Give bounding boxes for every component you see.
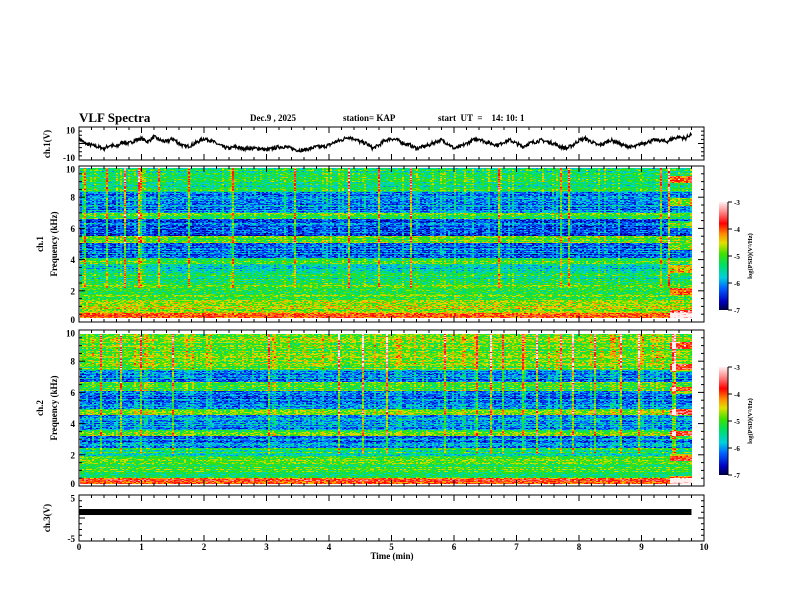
ch2-spec-ytick-label: 10: [66, 329, 76, 339]
colorbar-tick-label: -4: [734, 391, 740, 399]
colorbar-tick-label: -5: [734, 253, 740, 261]
ch3-waveform-frame: [78, 494, 705, 542]
station-label: station= KAP: [343, 113, 396, 123]
x-tick-label: 9: [639, 542, 644, 552]
x-tick-label: 0: [77, 542, 82, 552]
ch2-spec-ylabel: Frequency (kHz): [49, 375, 59, 440]
ch1-spec-ylabel: Frequency (kHz): [49, 211, 59, 276]
ch1-spec-ytick-label: 10: [66, 165, 76, 175]
colorbar-tick-label: -6: [734, 280, 740, 288]
chart-title: VLF Spectra: [79, 110, 151, 125]
ch1-waveform-line: [78, 131, 693, 153]
ch2-spec-ytick-label: 8: [71, 357, 76, 367]
ch1-colorbar-label: log(PSD)(V²/Hz): [747, 233, 754, 279]
ch2-spectrogram-image: [80, 334, 692, 484]
ch1-spectrogram-frame: [78, 165, 705, 323]
ch3-ytick-label: -5: [68, 534, 76, 544]
x-tick-label: 6: [452, 542, 457, 552]
x-tick-label: 8: [577, 542, 582, 552]
x-axis-label: Time (min): [370, 551, 413, 561]
colorbar-tick-label: -6: [734, 445, 740, 453]
ch1-spec-ytick-label: 2: [71, 286, 76, 296]
ch3-ylabel: ch.3(V): [42, 504, 52, 532]
colorbar-tick-label: -5: [734, 418, 740, 426]
x-tick-label: 3: [264, 542, 269, 552]
ch1-spec-ytick-label: 0: [71, 315, 76, 325]
colorbar-tick-label: -3: [734, 364, 740, 372]
colorbar-ticks: -3 -4 -5 -6 -7 -3 -4 -5 -6 -7: [727, 199, 740, 480]
ch2-colorbar-label: log(PSD)(V²/Hz): [747, 398, 754, 444]
ch1-colorbar: [719, 202, 728, 310]
ch2-spec-ytick-label: 6: [71, 388, 76, 398]
colorbar-tick-label: -3: [734, 199, 740, 207]
ch1-ylabel: ch.1(V): [42, 130, 52, 158]
x-tick-label: 10: [700, 542, 710, 552]
ch1-spec-channel-label: ch.1: [35, 236, 45, 252]
colorbar-tick-label: -7: [734, 307, 740, 315]
ch2-spec-ytick-label: 2: [71, 450, 76, 460]
ch3-waveform-line: [79, 509, 692, 516]
ch1-ytick-label: 10: [66, 126, 76, 136]
ch2-colorbar: [719, 367, 728, 475]
x-tick-label: 2: [202, 542, 207, 552]
x-tick-label: 4: [327, 542, 332, 552]
ch2-spec-channel-label: ch.2: [35, 400, 45, 416]
ch2-spectrogram-frame: [78, 329, 705, 487]
ch2-spec-ytick-label: 0: [71, 479, 76, 489]
start-time-label: start UT = 14: 10: 1: [438, 113, 525, 123]
x-tick-label: 7: [514, 542, 519, 552]
x-tick-label: 5: [389, 542, 394, 552]
x-tick-label: 1: [139, 542, 144, 552]
colorbar-tick-label: -4: [734, 226, 740, 234]
ch1-spec-ytick-label: 6: [71, 224, 76, 234]
ch1-spectrogram-image: [80, 168, 692, 318]
ch1-ytick-label: -10: [63, 153, 75, 163]
ch2-spec-ytick-label: 4: [71, 419, 76, 429]
date-label: Dec.9 , 2025: [250, 113, 296, 123]
ch1-spec-ytick-label: 4: [71, 255, 76, 265]
colorbar-tick-label: -7: [734, 472, 740, 480]
ch3-ytick-label: 5: [71, 494, 76, 504]
ch1-spec-ytick-label: 8: [71, 193, 76, 203]
